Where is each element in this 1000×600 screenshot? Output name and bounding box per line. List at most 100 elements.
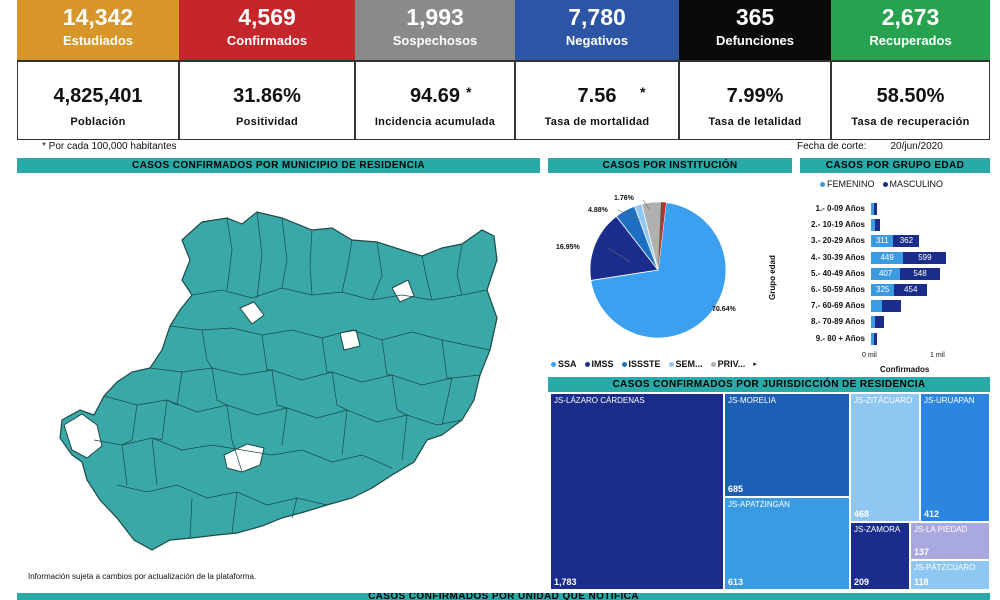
state-outline[interactable] (59, 211, 498, 551)
stat-mortalidad: 7.56 * Tasa de mortalidad (515, 60, 679, 140)
per-habitants-note: * Por cada 100,000 habitantes (42, 141, 177, 152)
bar-femenino[interactable] (871, 203, 874, 215)
bar-value-label: 449 (880, 252, 894, 262)
treemap-cell-jsmorelia[interactable]: JS-MORELIA 685 (724, 393, 850, 497)
legend-sem[interactable]: SEM... (668, 359, 703, 369)
treemap-cell-value: 412 (924, 509, 940, 519)
kpi-value: 7,780 (568, 4, 626, 30)
kpi-estudiados: 14,342 Estudiados (17, 0, 179, 60)
kpi-label: Estudiados (62, 33, 134, 48)
bar-value-label: 311 (875, 236, 889, 246)
bar-femenino[interactable] (871, 219, 876, 232)
treemap-cell-label: JS-LÁZARO CÁRDENAS (554, 396, 645, 405)
legend-issste[interactable]: ISSSTE (621, 359, 661, 369)
map-section-title: CASOS CONFIRMADOS POR MUNICIPIO DE RESID… (17, 158, 540, 173)
municipality-map[interactable] (42, 200, 512, 560)
treemap-cell-value: 468 (854, 509, 870, 519)
kpi-value: 4,569 (238, 4, 296, 30)
age-group-label: 3.- 20-29 Años (811, 236, 865, 246)
treemap-cell-jslzarocrdenas[interactable]: JS-LÁZARO CÁRDENAS 1,783 (550, 393, 724, 590)
treemap-cell-label: JS-MORELIA (728, 396, 777, 405)
bar-femenino[interactable] (871, 332, 874, 345)
treemap-cell-label: JS-URUAPAN (924, 396, 975, 405)
stat-value: 94.69 (409, 85, 461, 107)
pie-slice-imss[interactable] (589, 215, 659, 281)
lake-hole (63, 413, 103, 459)
stat-value: 4,825,401 (53, 85, 143, 107)
stat-value: 58.50% (876, 85, 945, 107)
treemap-cell-value: 118 (914, 577, 929, 587)
age-group-label: 7.- 60-69 Años (811, 301, 865, 311)
bar-masculino[interactable]: 454 (894, 284, 928, 296)
bar-masculino[interactable] (875, 316, 884, 329)
age-x-axis-title: Confirmados (880, 365, 930, 374)
x-tick: 0 mil (862, 352, 877, 359)
institution-section-title: CASOS POR INSTITUCIÓN (548, 158, 792, 173)
cutoff-date: Fecha de corte: 20/jun/2020 (797, 141, 943, 152)
kpi-label: Sospechosos (392, 33, 478, 48)
treemap-cell-jsuruapan[interactable]: JS-URUAPAN 412 (920, 393, 990, 522)
pie-slice-other[interactable] (658, 202, 664, 270)
stat-value: 31.86% (233, 85, 301, 107)
bar-femenino[interactable]: 325 (871, 284, 895, 296)
bar-masculino[interactable] (874, 332, 877, 345)
pie-label-issste: 4.88% (588, 207, 608, 214)
pie-leader-line (642, 199, 651, 211)
bar-masculino[interactable]: 599 (903, 251, 947, 264)
legend-ssa[interactable]: SSA (551, 359, 577, 369)
kpi-label: Recuperados (869, 33, 952, 48)
age-group-label: 2.- 10-19 Años (811, 220, 865, 230)
bar-masculino[interactable] (874, 203, 877, 215)
stat-value: 7.56 (577, 85, 617, 107)
municipality-borders (93, 211, 491, 539)
treemap-cell-label: JS-PÁTZCUARO (914, 563, 976, 572)
treemap-cell-jszitcuaro[interactable]: JS-ZITÁCUARO 468 (850, 393, 920, 522)
legend-priv[interactable]: PRIV... (710, 359, 745, 369)
unit-section-title: CASOS CONFIRMADOS POR UNIDAD QUE NOTIFIC… (17, 593, 990, 600)
pie-svg (589, 199, 727, 339)
treemap-cell-value: 209 (854, 577, 870, 587)
bar-masculino[interactable]: 548 (900, 267, 940, 280)
cutoff-value: 20/jun/2020 (890, 141, 943, 152)
stat-label: Población (70, 116, 126, 128)
bar-value-label: 599 (918, 252, 932, 262)
bar-femenino[interactable]: 407 (871, 267, 901, 280)
pie-slice-other[interactable] (658, 202, 667, 270)
lake-hole (239, 301, 265, 325)
legend-next-arrow-icon[interactable]: ▸ (753, 361, 757, 368)
disclaimer-note: Información sujeta a cambios por actuali… (28, 572, 257, 581)
bar-masculino[interactable]: 362 (893, 235, 920, 248)
legend-imss[interactable]: IMSS (584, 359, 614, 369)
legend-masculino[interactable]: MASCULINO (882, 179, 943, 189)
treemap-cell-label: JS-APATZINGÁN (728, 500, 790, 509)
bar-femenino[interactable] (871, 300, 882, 313)
kpi-value: 365 (735, 4, 775, 30)
stat-letalidad: 7.99% Tasa de letalidad (679, 60, 831, 140)
pie-label-imss: 16.95% (556, 244, 580, 251)
treemap-cell-label: JS-ZITÁCUARO (854, 396, 913, 405)
treemap-cell-jsapatzingn[interactable]: JS-APATZINGÁN 613 (724, 497, 850, 590)
bar-masculino[interactable] (875, 219, 881, 232)
stat-label: Tasa de recuperación (851, 116, 970, 128)
bar-femenino[interactable] (871, 316, 876, 329)
kpi-label: Confirmados (226, 33, 308, 48)
legend-femenino[interactable]: FEMENINO (820, 179, 875, 189)
map-svg (59, 211, 498, 551)
age-group-label: 8.- 70-89 Años (811, 317, 865, 327)
treemap-cell-jslapiedad[interactable]: JS-LA PIEDAD 137 (910, 522, 990, 560)
lake-hole (223, 443, 265, 473)
bar-value-label: 362 (899, 236, 914, 246)
kpi-value: 14,342 (62, 4, 134, 30)
stat-poblacion: 4,825,401 Población (17, 60, 179, 140)
kpi-sospechosos: 1,993 Sospechosos (355, 0, 515, 60)
kpi-negativos: 7,780 Negativos (515, 0, 679, 60)
treemap-cell-value: 613 (728, 577, 744, 587)
treemap-cell-jszamora[interactable]: JS-ZAMORA 209 (850, 522, 910, 590)
bar-masculino[interactable] (881, 300, 901, 313)
bar-femenino[interactable]: 449 (871, 251, 904, 264)
kpi-defunciones: 365 Defunciones (679, 0, 831, 60)
bar-femenino[interactable]: 311 (871, 235, 894, 248)
treemap-cell-jsptzcuaro[interactable]: JS-PÁTZCUARO 118 (910, 560, 990, 590)
age-section-title: CASOS POR GRUPO EDAD (800, 158, 990, 173)
age-group-label: 4.- 30-39 Años (811, 252, 865, 262)
